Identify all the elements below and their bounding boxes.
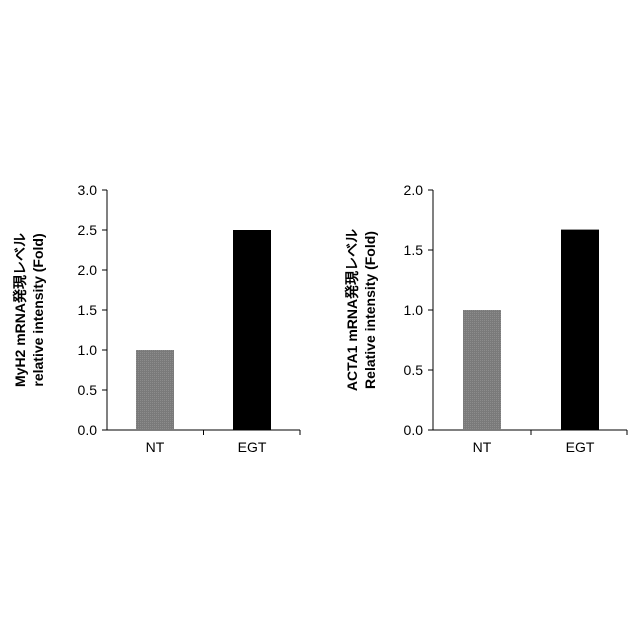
x-category-label: NT xyxy=(473,439,492,455)
y-tick-label: 0.0 xyxy=(78,422,98,438)
chart-acta1: ACTA1 mRNA発現レベル Relative intensity (Fold… xyxy=(344,182,628,455)
y-tick-label: 3.0 xyxy=(78,182,98,198)
chart-myh2: MyH2 mRNA発現レベル relative intensity (Fold)… xyxy=(12,182,301,455)
x-category-label: EGT xyxy=(238,439,267,455)
y-tick-label: 1.5 xyxy=(404,242,424,258)
y-axis-label-line1: MyH2 mRNA発現レベル xyxy=(12,233,28,387)
y-axis-label-line1: ACTA1 mRNA発現レベル xyxy=(344,229,360,391)
bar-nt xyxy=(136,350,174,430)
y-tick-label: 0.5 xyxy=(404,362,424,378)
x-category-label: NT xyxy=(146,439,165,455)
y-tick-label: 1.5 xyxy=(78,302,98,318)
bar-egt xyxy=(233,230,271,430)
y-axis-label-line2: relative intensity (Fold) xyxy=(30,233,46,386)
x-category-label: EGT xyxy=(566,439,595,455)
y-tick-label: 0.0 xyxy=(404,422,424,438)
y-tick-label: 0.5 xyxy=(78,382,98,398)
y-tick-label: 2.5 xyxy=(78,222,98,238)
bar-nt xyxy=(463,310,501,430)
y-tick-label: 2.0 xyxy=(78,262,98,278)
y-tick-label: 1.0 xyxy=(404,302,424,318)
y-tick-label: 2.0 xyxy=(404,182,424,198)
y-axis-label-line2: Relative intensity (Fold) xyxy=(362,231,378,389)
y-tick-label: 1.0 xyxy=(78,342,98,358)
bar-egt xyxy=(561,229,599,430)
